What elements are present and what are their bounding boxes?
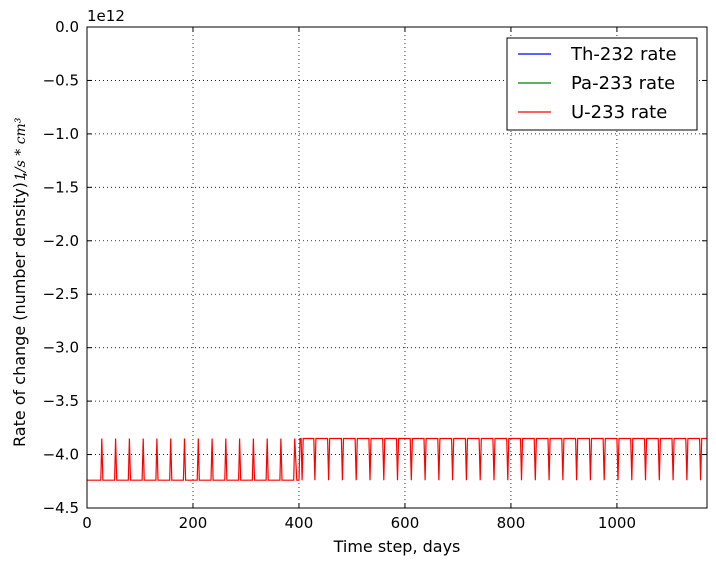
series-layer <box>87 437 707 481</box>
legend-box <box>506 37 698 131</box>
legend: Th-232 rate Pa-233 rate U-233 rate <box>506 37 698 131</box>
x-tick-labels: 0 200 400 600 800 1000 <box>82 514 636 532</box>
y-tick-label: −4.5 <box>43 499 79 517</box>
y-tick-labels: 0.0 −0.5 −1.0 −1.5 −2.0 −2.5 −3.0 −3.5 −4.0 −4.5 <box>43 18 79 517</box>
y-axis-unit: 1/s * cm³ <box>13 117 29 181</box>
legend-label-u233: U-233 rate <box>571 102 667 123</box>
x-tick-label: 800 <box>497 514 526 532</box>
y-tick-label: −4.0 <box>43 446 79 464</box>
y-tick-label: −0.5 <box>43 71 79 89</box>
y-tick-label: 0.0 <box>55 18 79 36</box>
x-tick-label: 400 <box>285 514 314 532</box>
series-line-u-233-rate <box>87 437 707 481</box>
y-axis-label-group: Rate of change (number density) , 1/s * … <box>10 117 29 447</box>
y-tick-label: −3.5 <box>43 392 79 410</box>
x-tick-label: 200 <box>179 514 208 532</box>
y-tick-label: −1.5 <box>43 178 79 196</box>
y-tick-label: −2.0 <box>43 232 79 250</box>
plot-frame <box>86 26 708 509</box>
y-tick-label: −3.0 <box>43 339 79 357</box>
y-offset-label: 1e12 <box>87 7 125 25</box>
grid-lines <box>87 27 707 508</box>
axis-ticks <box>86 26 707 509</box>
legend-label-pa233: Pa-233 rate <box>571 73 675 94</box>
y-tick-label: −2.5 <box>43 285 79 303</box>
x-tick-label: 600 <box>391 514 420 532</box>
y-tick-label: −1.0 <box>43 125 79 143</box>
legend-label-th232: Th-232 rate <box>570 44 677 65</box>
y-axis-label: Rate of change (number density) , <box>10 172 29 447</box>
x-tick-label: 0 <box>82 514 92 532</box>
x-axis-label: Time step, days <box>333 537 461 556</box>
x-tick-label: 1000 <box>598 514 636 532</box>
